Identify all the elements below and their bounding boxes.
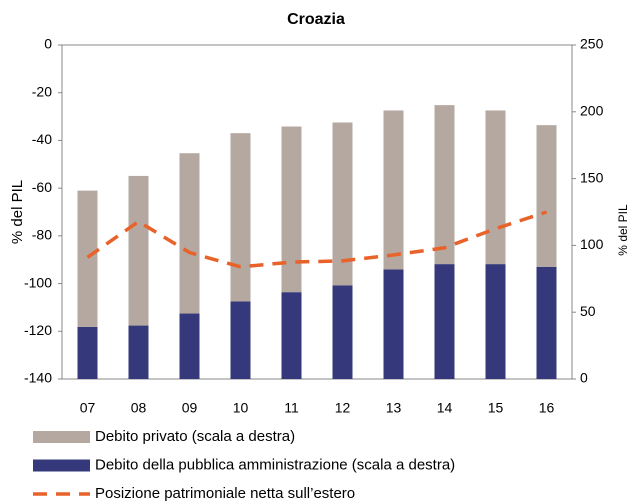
bar-segment	[77, 190, 98, 327]
bar-segment	[179, 313, 200, 379]
bar-segment	[230, 301, 251, 379]
bar-segment	[383, 110, 404, 270]
bar-segment	[536, 266, 557, 379]
bar-segment	[230, 133, 251, 302]
bar-segment	[128, 175, 149, 326]
bar-segment	[281, 126, 302, 293]
y2-axis-label: % del PIL	[616, 204, 630, 256]
bar-segment	[434, 105, 455, 265]
bar-segment	[332, 122, 353, 286]
y-tick-label: -20	[32, 83, 52, 99]
plot-frame	[61, 44, 573, 380]
bar-segment	[179, 153, 200, 314]
x-tick-label: 15	[488, 400, 504, 416]
x-tick-label: 07	[80, 400, 96, 416]
y-tick-label: -100	[24, 274, 52, 290]
y-tick-label: -140	[24, 370, 52, 386]
bar-segment	[281, 292, 302, 379]
bar-segment	[383, 269, 404, 379]
y2-tick-label: 100	[580, 236, 604, 252]
x-tick-label: 13	[386, 400, 402, 416]
y2-tick-label: 0	[580, 370, 588, 386]
y-tick-label: -40	[32, 131, 52, 147]
x-tick-label: 14	[437, 400, 453, 416]
bar-segment	[536, 125, 557, 267]
bar-segment	[128, 325, 149, 379]
bar-segment	[332, 285, 353, 379]
y-tick-label: 0	[44, 36, 52, 52]
y2-tick-label: 200	[580, 103, 604, 119]
legend-label: Debito privato (scala a destra)	[95, 428, 295, 445]
y-tick-label: -60	[32, 179, 52, 195]
bar-segment	[485, 264, 506, 379]
y-tick-label: -80	[32, 227, 52, 243]
y-tick-label: -120	[24, 322, 52, 338]
bar-segment	[77, 326, 98, 379]
x-tick-label: 10	[233, 400, 249, 416]
y-axis-label: % del PIL	[9, 180, 26, 244]
legend-swatch	[33, 431, 90, 443]
x-tick-label: 09	[182, 400, 198, 416]
x-tick-label: 11	[284, 400, 299, 416]
y2-tick-label: 250	[580, 36, 604, 52]
bar-segment	[485, 110, 506, 265]
legend-swatch	[33, 459, 90, 472]
x-tick-label: 08	[131, 400, 147, 416]
legend-label: Posizione patrimoniale netta sull’estero	[95, 485, 355, 502]
x-tick-label: 16	[539, 400, 555, 416]
x-tick-label: 12	[335, 400, 351, 416]
y2-tick-label: 50	[580, 303, 596, 319]
legend-label: Debito della pubblica amministrazione (s…	[95, 456, 455, 473]
y2-tick-label: 150	[580, 169, 604, 185]
bar-segment	[434, 264, 455, 379]
line-series	[86, 210, 548, 269]
chart-title: Croazia	[287, 11, 345, 28]
